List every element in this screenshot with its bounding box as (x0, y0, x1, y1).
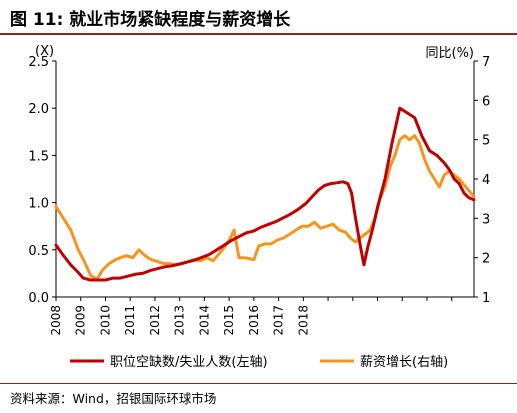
series-line-vacancy-ratio (54, 106, 476, 282)
right-tick-label: 5 (482, 134, 490, 149)
right-tick-label: 1 (482, 291, 490, 306)
left-tick-label: 1.5 (28, 149, 49, 164)
series-line-wage-growth (54, 134, 476, 281)
x-tick-label: 2009 (74, 305, 88, 336)
x-tick-label: 2011 (123, 305, 137, 336)
left-tick-label: 2.0 (28, 102, 49, 117)
left-tick-label: 1.0 (28, 197, 49, 212)
x-tick-label: 2012 (148, 305, 162, 336)
x-tick-label: 2014 (197, 305, 211, 336)
x-tick-label: 2013 (173, 305, 187, 336)
left-tick-label: 2.5 (28, 55, 49, 70)
title-rule (0, 33, 517, 35)
left-tick-label: 0.0 (28, 291, 49, 306)
x-tick-label: 2010 (98, 305, 112, 336)
x-tick-label: 2015 (222, 305, 236, 336)
line-chart: 0.0 0.5 1.0 1.5 2.0 2.5 1 2 3 4 5 6 7 2008 2009 2010 201… (28, 44, 490, 370)
right-tick-label: 3 (482, 212, 490, 227)
legend: 职位空缺数/失业人数(左轴) 薪资增长(右轴) (70, 355, 448, 370)
right-tick-label: 2 (482, 252, 490, 267)
legend-label-right: 薪资增长(右轴) (360, 355, 448, 370)
figure-title: 图 11: 就业市场紧缺程度与薪资增长 (10, 10, 291, 30)
source-rule (0, 383, 517, 384)
right-tick-label: 6 (482, 94, 490, 109)
figure-header: 图 11: 就业市场紧缺程度与薪资增长 (0, 0, 517, 35)
series-layer (54, 106, 476, 282)
x-tick-label: 2017 (272, 305, 286, 336)
left-axis-label: (X) (35, 44, 54, 59)
left-tick-label: 0.5 (28, 244, 49, 259)
x-tick-label: 2008 (49, 305, 63, 336)
source-note: 资料来源：Wind，招银国际环球市场 (10, 391, 217, 406)
right-axis-label: 同比(%) (426, 46, 475, 61)
legend-label-left: 职位空缺数/失业人数(左轴) (110, 355, 268, 370)
right-tick-label: 7 (482, 55, 490, 70)
x-tick-label: 2018 (296, 305, 310, 336)
axes: 0.0 0.5 1.0 1.5 2.0 2.5 1 2 3 4 5 6 7 2008 2009 2010 201… (28, 55, 490, 336)
x-tick-label: 2016 (247, 305, 261, 336)
right-tick-label: 4 (482, 173, 490, 188)
